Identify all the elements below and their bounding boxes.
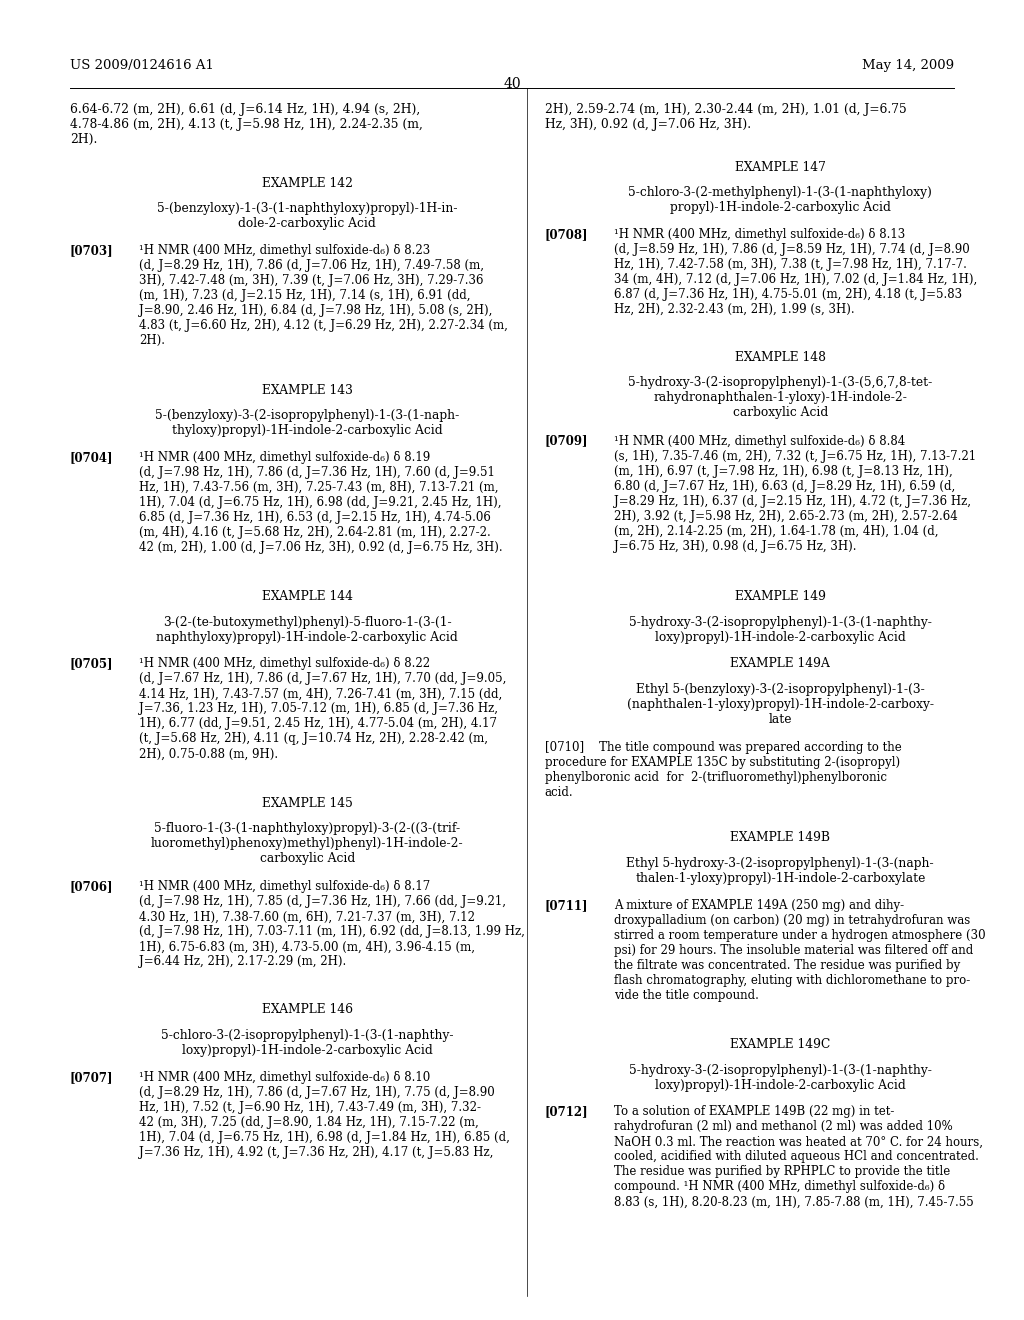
Text: EXAMPLE 149: EXAMPLE 149 (735, 590, 825, 603)
Text: EXAMPLE 145: EXAMPLE 145 (262, 797, 352, 809)
Text: ¹H NMR (400 MHz, dimethyl sulfoxide-d₆) δ 8.19
(d, J=7.98 Hz, 1H), 7.86 (d, J=7.: ¹H NMR (400 MHz, dimethyl sulfoxide-d₆) … (139, 451, 503, 554)
Text: 5-fluoro-1-(3-(1-naphthyloxy)propyl)-3-(2-((3-(trif-
luoromethyl)phenoxy)methyl): 5-fluoro-1-(3-(1-naphthyloxy)propyl)-3-(… (151, 822, 464, 865)
Text: ¹H NMR (400 MHz, dimethyl sulfoxide-d₆) δ 8.17
(d, J=7.98 Hz, 1H), 7.85 (d, J=7.: ¹H NMR (400 MHz, dimethyl sulfoxide-d₆) … (139, 880, 525, 969)
Text: 6.64-6.72 (m, 2H), 6.61 (d, J=6.14 Hz, 1H), 4.94 (s, 2H),
4.78-4.86 (m, 2H), 4.1: 6.64-6.72 (m, 2H), 6.61 (d, J=6.14 Hz, 1… (70, 103, 423, 147)
Text: ¹H NMR (400 MHz, dimethyl sulfoxide-d₆) δ 8.84
(s, 1H), 7.35-7.46 (m, 2H), 7.32 : ¹H NMR (400 MHz, dimethyl sulfoxide-d₆) … (614, 434, 977, 553)
Text: [0704]: [0704] (70, 451, 113, 463)
Text: [0711]: [0711] (545, 899, 588, 912)
Text: ¹H NMR (400 MHz, dimethyl sulfoxide-d₆) δ 8.13
(d, J=8.59 Hz, 1H), 7.86 (d, J=8.: ¹H NMR (400 MHz, dimethyl sulfoxide-d₆) … (614, 228, 978, 315)
Text: EXAMPLE 143: EXAMPLE 143 (262, 384, 352, 396)
Text: 3-(2-(te-butoxymethyl)phenyl)-5-fluoro-1-(3-(1-
naphthyloxy)propyl)-1H-indole-2-: 3-(2-(te-butoxymethyl)phenyl)-5-fluoro-1… (157, 615, 458, 644)
Text: 5-(benzyloxy)-3-(2-isopropylphenyl)-1-(3-(1-naph-
thyloxy)propyl)-1H-indole-2-ca: 5-(benzyloxy)-3-(2-isopropylphenyl)-1-(3… (155, 409, 460, 437)
Text: ¹H NMR (400 MHz, dimethyl sulfoxide-d₆) δ 8.22
(d, J=7.67 Hz, 1H), 7.86 (d, J=7.: ¹H NMR (400 MHz, dimethyl sulfoxide-d₆) … (139, 657, 507, 760)
Text: EXAMPLE 149B: EXAMPLE 149B (730, 832, 830, 845)
Text: 5-chloro-3-(2-isopropylphenyl)-1-(3-(1-naphthy-
loxy)propyl)-1H-indole-2-carboxy: 5-chloro-3-(2-isopropylphenyl)-1-(3-(1-n… (161, 1028, 454, 1057)
Text: EXAMPLE 146: EXAMPLE 146 (262, 1003, 352, 1016)
Text: ¹H NMR (400 MHz, dimethyl sulfoxide-d₆) δ 8.10
(d, J=8.29 Hz, 1H), 7.86 (d, J=7.: ¹H NMR (400 MHz, dimethyl sulfoxide-d₆) … (139, 1071, 510, 1159)
Text: [0708]: [0708] (545, 228, 588, 242)
Text: [0709]: [0709] (545, 434, 588, 447)
Text: EXAMPLE 144: EXAMPLE 144 (262, 590, 352, 603)
Text: May 14, 2009: May 14, 2009 (862, 59, 954, 73)
Text: [0706]: [0706] (70, 880, 113, 894)
Text: A mixture of EXAMPLE 149A (250 mg) and dihy-
droxypalladium (on carbon) (20 mg) : A mixture of EXAMPLE 149A (250 mg) and d… (614, 899, 986, 1002)
Text: 2H), 2.59-2.74 (m, 1H), 2.30-2.44 (m, 2H), 1.01 (d, J=6.75
Hz, 3H), 0.92 (d, J=7: 2H), 2.59-2.74 (m, 1H), 2.30-2.44 (m, 2H… (545, 103, 906, 131)
Text: [0710]    The title compound was prepared according to the
procedure for EXAMPLE: [0710] The title compound was prepared a… (545, 741, 901, 799)
Text: [0712]: [0712] (545, 1105, 589, 1118)
Text: US 2009/0124616 A1: US 2009/0124616 A1 (70, 59, 214, 73)
Text: 40: 40 (503, 77, 521, 91)
Text: 5-(benzyloxy)-1-(3-(1-naphthyloxy)propyl)-1H-in-
dole-2-carboxylic Acid: 5-(benzyloxy)-1-(3-(1-naphthyloxy)propyl… (157, 202, 458, 231)
Text: 5-chloro-3-(2-methylphenyl)-1-(3-(1-naphthyloxy)
propyl)-1H-indole-2-carboxylic : 5-chloro-3-(2-methylphenyl)-1-(3-(1-naph… (629, 186, 932, 214)
Text: Ethyl 5-(benzyloxy)-3-(2-isopropylphenyl)-1-(3-
(naphthalen-1-yloxy)propyl)-1H-i: Ethyl 5-(benzyloxy)-3-(2-isopropylphenyl… (627, 682, 934, 726)
Text: 5-hydroxy-3-(2-isopropylphenyl)-1-(3-(5,6,7,8-tet-
rahydronaphthalen-1-yloxy)-1H: 5-hydroxy-3-(2-isopropylphenyl)-1-(3-(5,… (628, 376, 933, 420)
Text: EXAMPLE 142: EXAMPLE 142 (262, 177, 352, 190)
Text: [0703]: [0703] (70, 244, 114, 257)
Text: EXAMPLE 147: EXAMPLE 147 (735, 161, 825, 174)
Text: 5-hydroxy-3-(2-isopropylphenyl)-1-(3-(1-naphthy-
loxy)propyl)-1H-indole-2-carbox: 5-hydroxy-3-(2-isopropylphenyl)-1-(3-(1-… (629, 1064, 932, 1092)
Text: EXAMPLE 149A: EXAMPLE 149A (730, 657, 830, 671)
Text: [0707]: [0707] (70, 1071, 113, 1084)
Text: [0705]: [0705] (70, 657, 113, 671)
Text: ¹H NMR (400 MHz, dimethyl sulfoxide-d₆) δ 8.23
(d, J=8.29 Hz, 1H), 7.86 (d, J=7.: ¹H NMR (400 MHz, dimethyl sulfoxide-d₆) … (139, 244, 508, 347)
Text: To a solution of EXAMPLE 149B (22 mg) in tet-
rahydrofuran (2 ml) and methanol (: To a solution of EXAMPLE 149B (22 mg) in… (614, 1105, 983, 1208)
Text: 5-hydroxy-3-(2-isopropylphenyl)-1-(3-(1-naphthy-
loxy)propyl)-1H-indole-2-carbox: 5-hydroxy-3-(2-isopropylphenyl)-1-(3-(1-… (629, 615, 932, 644)
Text: EXAMPLE 148: EXAMPLE 148 (735, 351, 825, 364)
Text: EXAMPLE 149C: EXAMPLE 149C (730, 1038, 830, 1051)
Text: Ethyl 5-hydroxy-3-(2-isopropylphenyl)-1-(3-(naph-
thalen-1-yloxy)propyl)-1H-indo: Ethyl 5-hydroxy-3-(2-isopropylphenyl)-1-… (627, 857, 934, 884)
